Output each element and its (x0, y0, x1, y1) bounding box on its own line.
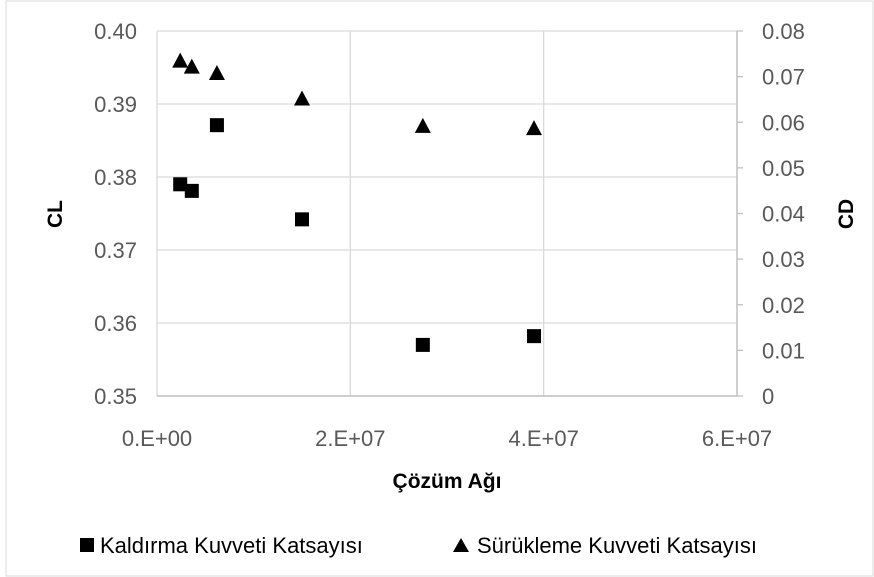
data-point-surukleme (294, 90, 310, 106)
legend-label-surukleme: Sürükleme Kuvveti Katsayısı (477, 533, 757, 558)
x-axis-title: Çözüm Ağı (393, 470, 502, 493)
y-right-tick-label: 0.04 (762, 202, 805, 227)
data-point-kaldirma (184, 183, 199, 198)
y-right-tick-label: 0.01 (762, 338, 805, 363)
data-point-kaldirma (295, 212, 309, 227)
y-axis-right-title: CD (835, 199, 858, 229)
y-right-tick-label: 0.05 (762, 156, 805, 181)
legend-label-kaldirma: Kaldırma Kuvveti Katsayısı (100, 533, 363, 558)
data-point-kaldirma (415, 337, 430, 352)
data-points (172, 52, 542, 352)
data-point-surukleme (526, 120, 542, 136)
y-right-tick-label: 0.08 (762, 19, 805, 44)
y-left-tick-label: 0.36 (94, 311, 137, 336)
data-point-kaldirma (527, 329, 541, 344)
y-right-tick-label: 0 (762, 384, 774, 409)
x-tick-label: 4.E+07 (508, 426, 578, 451)
data-point-kaldirma (209, 118, 224, 133)
y-axis-left-title: CL (44, 200, 67, 228)
data-point-surukleme (172, 52, 189, 68)
data-point-surukleme (208, 64, 225, 80)
y-right-tick-label: 0.02 (762, 293, 805, 318)
grid-lines (157, 30, 737, 396)
legend-marker-triangle (453, 538, 469, 552)
y-right-tick-label: 0.03 (762, 247, 805, 272)
y-right-tick-label: 0.07 (762, 65, 805, 90)
tick-labels: 0.35 0.36 0.37 0.38 0.39 0.40 0.E+00 2.E+07 4.E+… (94, 19, 805, 451)
x-tick-label: 2.E+07 (315, 426, 385, 451)
y-right-tick-label: 0.06 (762, 110, 805, 135)
x-tick-label: 6.E+07 (702, 426, 772, 451)
y-left-tick-label: 0.37 (94, 238, 137, 263)
legend: Kaldırma Kuvveti Katsayısı Sürükleme Kuv… (80, 533, 757, 558)
y-left-tick-label: 0.38 (94, 165, 137, 190)
x-tick-label: 0.E+00 (122, 426, 192, 451)
y-left-tick-label: 0.40 (94, 19, 137, 44)
chart-frame (5, 0, 874, 577)
axes (156, 30, 743, 397)
legend-marker-square (80, 538, 94, 552)
data-point-surukleme (414, 117, 431, 133)
data-point-kaldirma (173, 177, 188, 192)
y-left-tick-label: 0.35 (94, 384, 137, 409)
y-left-tick-label: 0.39 (94, 92, 137, 117)
data-point-surukleme (183, 58, 200, 74)
